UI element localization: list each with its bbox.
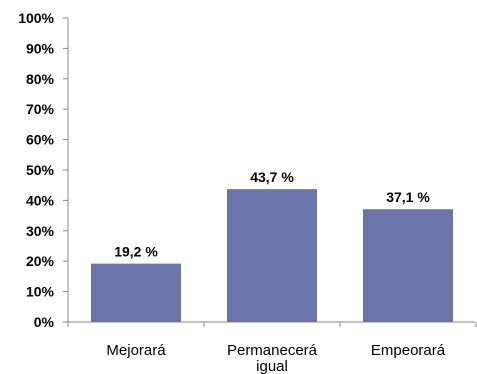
y-tick-label: 50%: [26, 162, 55, 178]
y-tick-label: 70%: [26, 101, 55, 117]
y-axis: 0% 10% 20% 30% 40% 50% 60% 70% 80% 90% 100%: [18, 10, 69, 330]
y-tick-label: 10%: [26, 284, 55, 300]
y-tick-label: 90%: [26, 40, 55, 56]
bar-1: [227, 189, 317, 322]
data-label-2: 37,1 %: [386, 189, 430, 205]
y-tick-label: 80%: [26, 71, 55, 87]
y-tick-label: 60%: [26, 132, 55, 148]
category-label-2: Empeorará: [371, 342, 446, 359]
bar-2: [363, 209, 453, 322]
y-tick-label: 20%: [26, 253, 55, 269]
y-tick-label: 100%: [18, 10, 54, 26]
category-label-1: igual: [256, 358, 288, 374]
bar-0: [91, 263, 181, 322]
y-tick-label: 0%: [34, 314, 55, 330]
data-label-0: 19,2 %: [114, 244, 158, 260]
category-label-1: Permanecerá: [227, 342, 318, 359]
data-labels: 19,2 % 43,7 % 37,1 %: [114, 169, 430, 259]
bars: [91, 189, 453, 322]
category-label-0: Mejorará: [106, 342, 166, 359]
data-label-1: 43,7 %: [250, 169, 294, 185]
y-tick-label: 40%: [26, 192, 55, 208]
y-tick-label: 30%: [26, 223, 55, 239]
